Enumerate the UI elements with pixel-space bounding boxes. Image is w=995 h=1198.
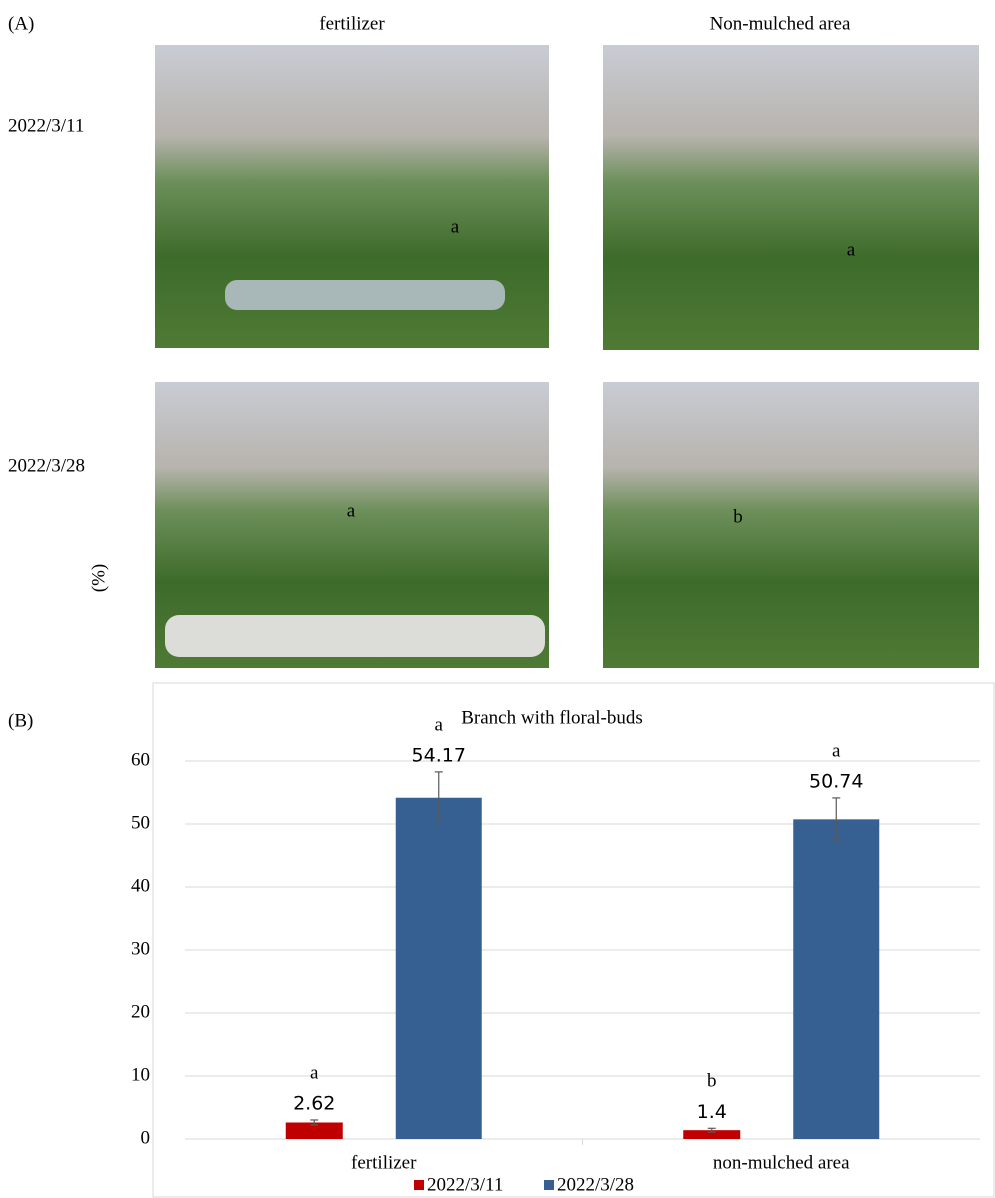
bar (793, 819, 879, 1139)
significance-letter: a (435, 714, 444, 735)
value-label: 54.17 (412, 744, 466, 766)
y-tick-label: 60 (131, 749, 150, 770)
column-title: Non-mulched area (710, 13, 851, 34)
label: (A) (8, 13, 34, 34)
photo-letter: a (451, 216, 460, 237)
column-title: fertilizer (319, 13, 385, 34)
x-tick-label: non-mulched area (713, 1152, 850, 1173)
significance-letter: a (310, 1062, 319, 1083)
bar (396, 798, 482, 1139)
y-tick-label: 50 (131, 812, 150, 833)
photo (603, 45, 979, 350)
chart-title: Branch with floral-buds (461, 707, 643, 728)
significance-letter: a (832, 740, 841, 761)
figure: (A) fertilizer Non-mulched area 2022/3/11 20… (0, 0, 995, 1198)
legend-label: 2022/3/28 (557, 1174, 634, 1195)
row-label: 2022/3/28 (8, 455, 85, 476)
label: (B) (8, 710, 33, 731)
mulch (225, 280, 505, 310)
y-axis-label: (%) (88, 564, 109, 592)
photo (603, 382, 979, 668)
row-label: 2022/3/11 (8, 115, 84, 136)
photo-letter: a (847, 239, 856, 260)
value-label: 1.4 (697, 1101, 727, 1123)
y-tick-label: 40 (131, 875, 150, 896)
y-tick-label: 10 (131, 1064, 150, 1085)
legend-swatch (544, 1180, 554, 1190)
x-tick-label: fertilizer (351, 1152, 417, 1173)
mulch (165, 615, 545, 657)
y-tick-label: 20 (131, 1001, 150, 1022)
legend-label: 2022/3/11 (427, 1174, 503, 1195)
value-label: 50.74 (809, 770, 863, 792)
significance-letter: b (707, 1071, 717, 1092)
photo-letter: b (733, 506, 743, 527)
value-label: 2.62 (293, 1092, 335, 1114)
photos (155, 45, 979, 668)
y-tick-label: 30 (131, 938, 150, 959)
photo-letter: a (347, 500, 356, 521)
legend-swatch (414, 1180, 424, 1190)
y-tick-label: 0 (141, 1127, 151, 1148)
